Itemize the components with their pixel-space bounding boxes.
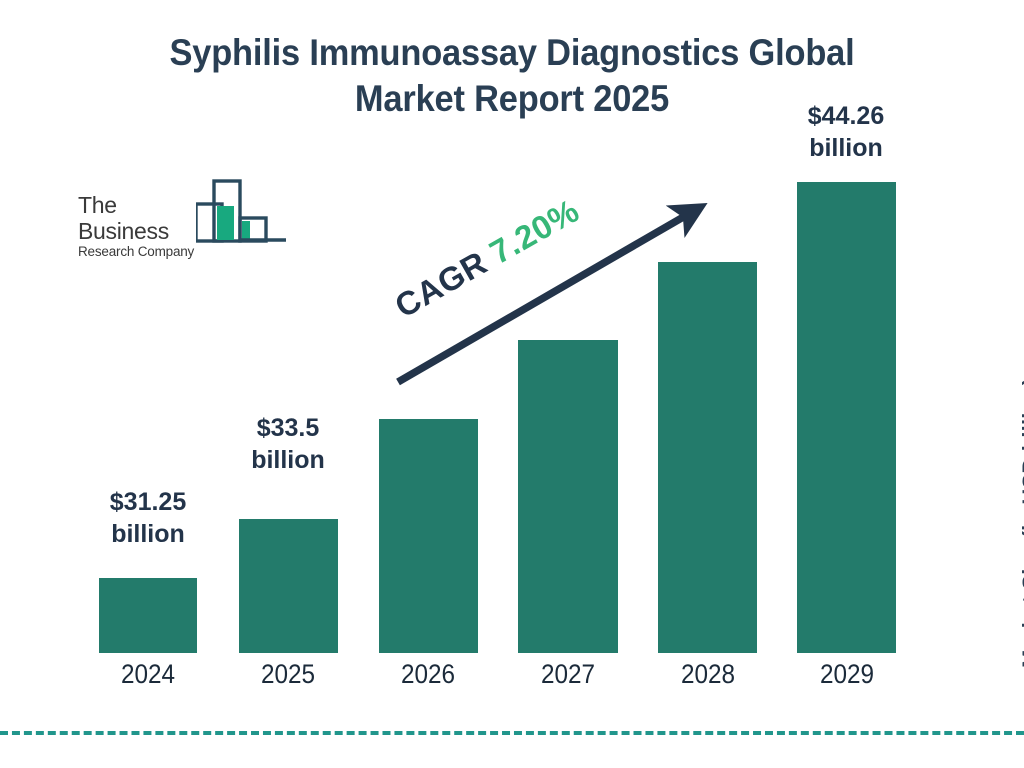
x-tick-2027: 2027 xyxy=(540,659,596,689)
x-tick-2029: 2029 xyxy=(819,659,875,689)
y-axis-label: Market Size (in USD billion) xyxy=(1018,377,1024,668)
logo-line-2: Research Company xyxy=(78,244,195,259)
x-tick-2024: 2024 xyxy=(120,659,176,689)
cagr-value: 7.20% xyxy=(483,191,586,272)
page-title: Syphilis Immunoassay Diagnostics Global … xyxy=(169,32,855,119)
bar-value-2025: $33.5 billion xyxy=(251,414,325,474)
bar-value-2029: $44.26 billion xyxy=(807,102,885,162)
logo-text: The Business Research Company xyxy=(78,192,208,260)
x-tick-2028: 2028 xyxy=(680,659,736,689)
bar-value-2024: $31.25 billion xyxy=(109,488,187,548)
bar-chart-logo-mark xyxy=(196,179,286,243)
x-tick-2025: 2025 xyxy=(260,659,316,689)
bar-2024 xyxy=(99,578,197,653)
company-logo: The Business Research Company xyxy=(78,179,286,259)
bar-2027 xyxy=(518,340,618,653)
cagr-label: CAGR xyxy=(388,243,494,325)
bar-2025 xyxy=(239,519,338,653)
bar-2026 xyxy=(379,419,478,653)
logo-line-1: The Business xyxy=(78,192,169,244)
cagr-annotation: CAGR 7.20% xyxy=(389,192,586,326)
x-tick-2026: 2026 xyxy=(400,659,456,689)
bottom-divider xyxy=(0,731,1024,735)
bar-2029 xyxy=(797,182,896,653)
bar-2028 xyxy=(658,262,757,653)
